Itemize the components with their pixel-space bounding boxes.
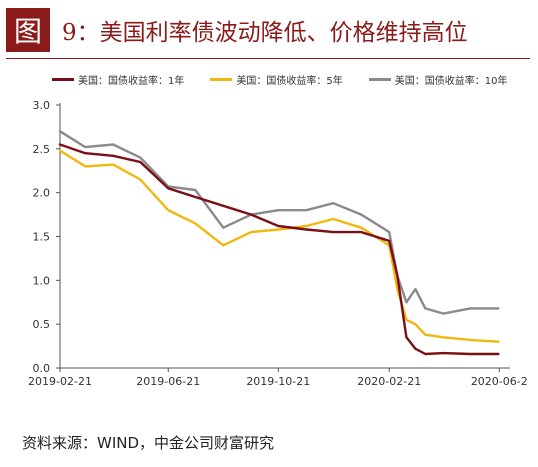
legend-swatch-10y bbox=[368, 78, 391, 81]
legend-item-5y: 美国：国债收益率：5年 bbox=[210, 72, 343, 87]
x-tick-label: 2019-02-21 bbox=[28, 375, 92, 388]
x-tick-label: 2019-06-21 bbox=[136, 375, 200, 388]
y-tick-label: 1.0 bbox=[33, 274, 51, 287]
source-note: 资料来源：WIND，中金公司财富研究 bbox=[22, 434, 275, 452]
series-line-2 bbox=[58, 130, 500, 315]
legend-item-10y: 美国：国债收益率：10年 bbox=[368, 72, 508, 87]
y-tick-label: 0.5 bbox=[33, 318, 51, 331]
y-tick-label: 1.5 bbox=[33, 231, 51, 244]
figure-badge: 图 bbox=[6, 8, 50, 52]
series-line-0 bbox=[58, 143, 500, 356]
legend-label-1y: 美国：国债收益率：1年 bbox=[78, 76, 185, 87]
x-tick-label: 2019-10-21 bbox=[246, 375, 310, 388]
x-tick-label: 2020-02-21 bbox=[357, 375, 421, 388]
figure-header: 图 9：美国利率债波动降低、价格维持高位 bbox=[0, 0, 538, 59]
y-tick-label: 3.0 bbox=[33, 99, 51, 112]
legend-label-5y: 美国：国债收益率：5年 bbox=[236, 76, 343, 87]
legend-swatch-5y bbox=[210, 78, 233, 81]
legend-swatch-1y bbox=[52, 78, 74, 81]
series-line-1 bbox=[58, 149, 500, 343]
legend-item-1y: 美国：国债收益率：1年 bbox=[52, 72, 184, 87]
y-tick-label: 2.0 bbox=[33, 187, 51, 200]
legend-label-10y: 美国：国债收益率：10年 bbox=[394, 76, 508, 87]
y-tick-label: 2.5 bbox=[33, 143, 51, 156]
title-divider bbox=[6, 58, 530, 59]
chart-title: 9：美国利率债波动降低、价格维持高位 bbox=[62, 20, 468, 46]
y-tick-label: 0.0 bbox=[33, 362, 51, 375]
x-tick-label: 2020-06-2 bbox=[471, 375, 528, 388]
chart-legend: 美国：国债收益率：1年 美国：国债收益率：5年 美国：国债收益率：10年 bbox=[52, 72, 507, 87]
line-chart: 0.0 0.5 1.0 1.5 2.0 2.5 3.0 2019-02-21 2019-06-2… bbox=[28, 99, 528, 388]
